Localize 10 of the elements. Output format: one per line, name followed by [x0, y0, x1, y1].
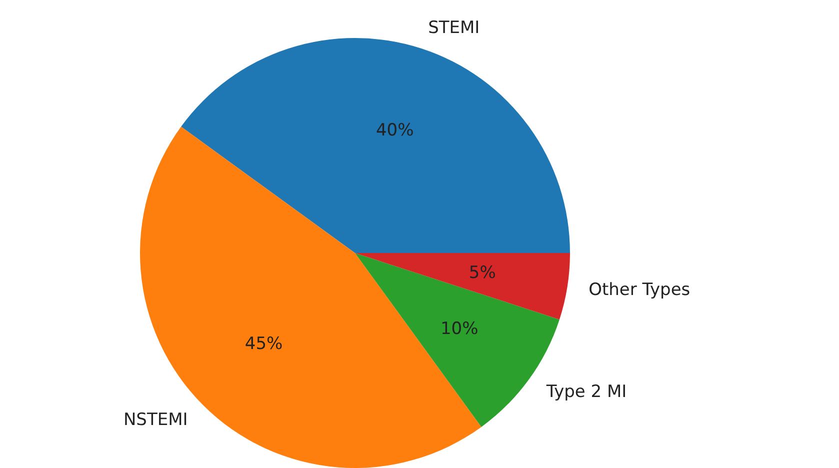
data-label: 40%: [376, 120, 414, 140]
data-label: 45%: [244, 334, 283, 354]
slice-label: Type 2 MI: [545, 382, 627, 402]
slice-label: STEMI: [428, 18, 480, 38]
slice-label: Other Types: [588, 280, 690, 300]
data-label: 10%: [440, 318, 478, 339]
pie-slice: [181, 38, 570, 253]
pie-slice: [355, 253, 570, 320]
data-label: 5%: [468, 263, 496, 284]
slice-label: NSTEMI: [123, 410, 188, 430]
